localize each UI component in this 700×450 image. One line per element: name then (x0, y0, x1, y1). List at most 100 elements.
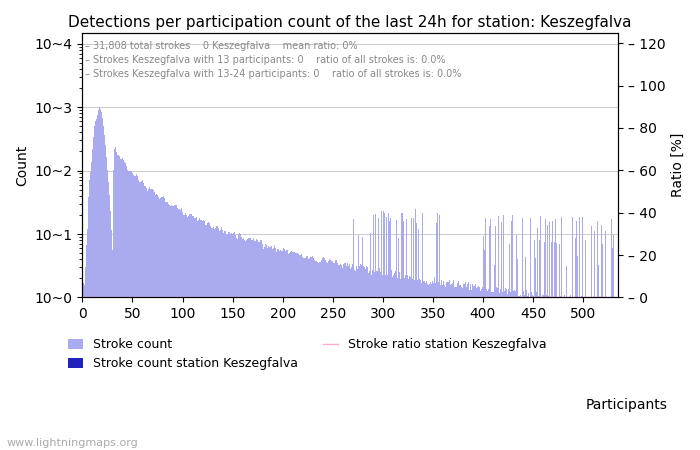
Bar (447, 282, 449, 450)
Bar (260, 240, 261, 450)
Bar (127, 170, 128, 450)
Bar (608, 297, 610, 450)
Bar (314, 260, 315, 450)
Bar (373, 216, 374, 450)
Bar (378, 218, 379, 450)
Bar (332, 261, 333, 450)
Bar (578, 217, 580, 450)
Bar (587, 297, 589, 450)
Bar (217, 226, 218, 450)
Bar (89, 180, 90, 450)
Stroke ratio station Keszegfalva (79, 295, 88, 300)
Bar (246, 240, 247, 450)
Bar (223, 233, 224, 450)
Bar (454, 287, 456, 450)
Bar (116, 152, 117, 450)
Bar (209, 223, 210, 450)
Bar (402, 213, 403, 450)
Bar (206, 225, 207, 450)
Bar (264, 248, 265, 450)
Bar (394, 273, 395, 450)
Bar (519, 296, 521, 450)
Bar (508, 289, 510, 450)
Bar (252, 240, 253, 450)
Bar (528, 292, 529, 450)
Bar (570, 297, 571, 450)
Bar (529, 297, 531, 450)
Bar (319, 262, 320, 450)
Bar (522, 217, 524, 450)
Bar (361, 265, 363, 450)
Bar (211, 228, 212, 450)
Bar (564, 297, 566, 450)
Bar (501, 222, 503, 450)
Bar (341, 265, 342, 450)
Bar (183, 215, 184, 450)
Bar (175, 205, 176, 450)
Bar (299, 255, 300, 450)
Bar (255, 241, 256, 450)
Bar (334, 263, 335, 450)
Bar (110, 211, 111, 450)
Bar (149, 187, 150, 450)
Bar (178, 209, 179, 450)
Bar (303, 257, 304, 450)
Bar (426, 281, 427, 450)
Bar (236, 238, 237, 450)
Bar (484, 250, 485, 450)
Bar (547, 296, 549, 450)
Bar (309, 257, 310, 450)
Bar (438, 282, 440, 450)
Bar (559, 296, 561, 450)
Bar (135, 176, 136, 450)
Bar (549, 222, 550, 450)
Bar (593, 297, 594, 450)
Bar (126, 166, 127, 450)
Bar (306, 256, 307, 450)
Bar (466, 287, 468, 450)
Bar (526, 290, 528, 450)
Bar (101, 112, 102, 450)
Bar (106, 157, 107, 450)
Bar (310, 256, 312, 450)
Bar (515, 291, 517, 450)
Bar (416, 223, 417, 450)
Bar (273, 248, 274, 450)
Bar (533, 296, 535, 450)
Bar (598, 297, 600, 450)
Bar (521, 295, 522, 450)
Bar (470, 284, 471, 450)
Bar (131, 171, 132, 450)
Bar (346, 266, 347, 450)
Bar (392, 277, 393, 450)
Bar (168, 203, 169, 450)
Bar (445, 287, 447, 450)
Bar (458, 281, 459, 450)
Bar (300, 255, 301, 450)
Bar (420, 279, 421, 450)
Bar (345, 263, 346, 450)
Bar (277, 249, 278, 450)
Bar (124, 162, 125, 450)
Bar (580, 297, 582, 450)
Bar (142, 180, 143, 450)
Bar (545, 295, 547, 450)
Bar (176, 205, 177, 450)
Bar (400, 279, 401, 450)
Bar (240, 234, 241, 450)
Bar (195, 217, 196, 450)
Text: – 31,808 total strokes    0 Keszegfalva    mean ratio: 0%
– Strokes Keszegfalva : – 31,808 total strokes 0 Keszegfalva mea… (85, 40, 461, 78)
Bar (323, 257, 324, 450)
Bar (263, 248, 264, 450)
Bar (337, 263, 338, 450)
Bar (280, 250, 281, 450)
Bar (316, 261, 317, 450)
Bar (584, 240, 586, 450)
Bar (443, 281, 444, 450)
Bar (201, 220, 202, 450)
Bar (275, 248, 276, 450)
Stroke ratio station Keszegfalva (174, 295, 182, 300)
Bar (200, 220, 201, 450)
Bar (119, 156, 120, 450)
Bar (307, 256, 308, 450)
